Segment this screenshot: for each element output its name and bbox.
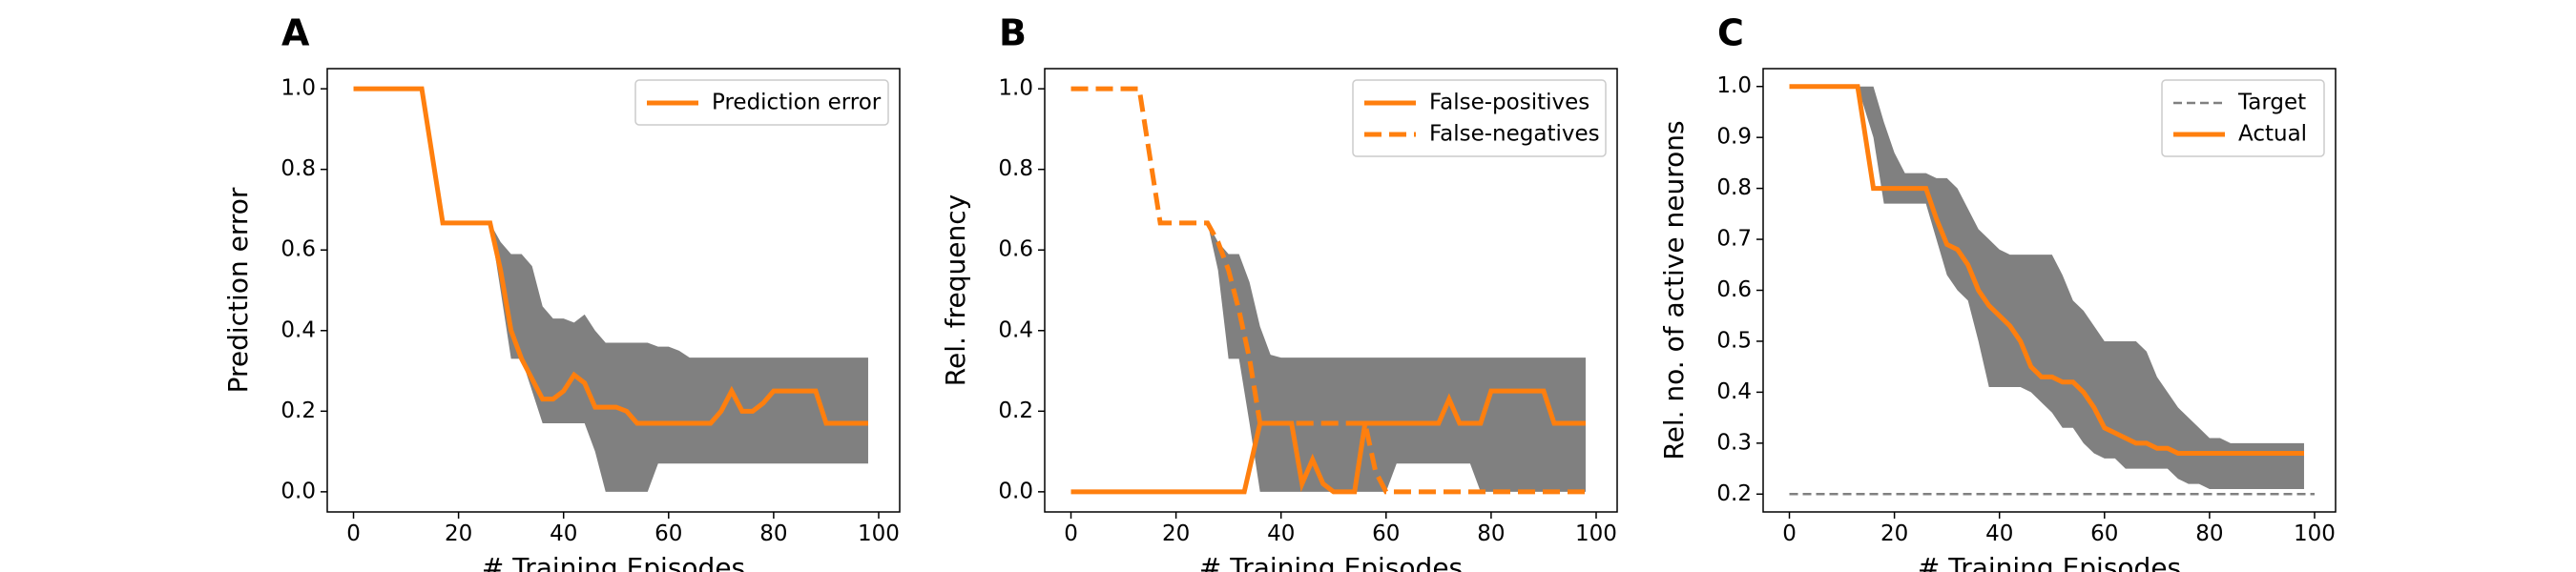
x-axis-label: # Training Episodes [482,552,745,572]
y-tick-label: 0.4 [998,317,1033,342]
x-tick-label: 60 [2090,521,2118,546]
panel-a: A 0 20 40 60 80 100 0.0 0.2 0.4 0.6 0.8 1.0 # Trainin… [222,12,901,572]
panel-b: B 0 20 40 60 80 100 0.0 0.2 0.4 0.6 0.8 1.0 # Trainin… [940,12,1618,572]
x-tick-label: 0 [1064,521,1078,546]
plot-area [1070,86,1586,495]
y-tick-label: 0.4 [280,317,316,342]
legend-label: Actual [2238,122,2307,147]
confidence-band [489,222,868,492]
x-tick-label: 40 [550,521,577,546]
axes-frame [1044,68,1618,513]
y-axis-label: Rel. frequency [940,194,971,386]
plot-area [1789,84,2315,496]
legend: Target Actual [2161,79,2325,157]
legend-label: False-positives [1429,91,1589,115]
legend: False-positives False-negatives [1352,79,1607,157]
series-line-prediction-error [353,86,868,426]
y-tick-label: 0.7 [1716,227,1752,252]
y-tick-label: 0.8 [998,156,1033,181]
x-tick-label: 60 [654,521,682,546]
x-tick-label: 100 [1575,521,1617,546]
y-tick-label: 0.9 [1716,125,1752,150]
y-tick-label: 0.5 [1716,328,1752,353]
x-axis-label: # Training Episodes [1918,552,2181,572]
x-tick-label: 80 [1477,521,1505,546]
y-tick-label: 1.0 [1716,73,1752,98]
y-tick-label: 0.4 [1716,379,1752,404]
y-tick-label: 0.2 [280,398,316,423]
x-tick-label: 60 [1372,521,1400,546]
series-line-actual [1789,84,2304,457]
confidence-band [1858,86,2304,489]
y-tick-label: 0.8 [280,156,316,181]
legend-box [634,79,889,126]
y-tick-label: 1.0 [280,76,316,101]
panel-label: B [999,12,1027,54]
y-tick-label: 0.6 [280,237,316,262]
x-tick-label: 100 [2294,521,2336,546]
x-tick-label: 100 [858,521,900,546]
plot-area [353,86,868,492]
x-tick-label: 20 [445,521,472,546]
legend-label: False-negatives [1429,122,1600,147]
legend: Prediction error [634,79,889,126]
x-tick-label: 0 [1782,521,1797,546]
y-axis-label: Prediction error [222,187,254,393]
y-tick-label: 1.0 [998,76,1033,101]
y-tick-label: 0.8 [1716,175,1752,200]
legend-box [2161,79,2325,157]
y-axis-label: Rel. no. of active neurons [1658,120,1690,460]
panel-label: C [1717,12,1744,54]
x-tick-label: 80 [2195,521,2223,546]
legend-label: Prediction error [712,91,882,115]
x-tick-label: 40 [1267,521,1295,546]
axes-frame [326,68,901,513]
x-tick-label: 40 [1985,521,2013,546]
legend-label: Target [2237,91,2306,115]
y-tick-label: 0.6 [1716,277,1752,302]
confidence-band [1207,222,1586,492]
y-tick-label: 0.0 [280,479,316,503]
x-tick-label: 80 [759,521,787,546]
y-tick-label: 0.2 [998,398,1033,423]
legend-box [1352,79,1607,157]
x-tick-label: 20 [1880,521,1908,546]
y-tick-label: 0.0 [998,479,1033,503]
panel-label: A [281,12,310,54]
x-axis-label: # Training Episodes [1199,552,1463,572]
series-line-false-positives [1070,388,1586,495]
panel-c: C 0 20 40 60 80 100 0.2 0.3 0.4 0.5 0.6 0.7 0.8 0.9 1.0… [1658,12,2337,572]
x-tick-label: 20 [1162,521,1190,546]
y-tick-label: 0.2 [1716,481,1752,506]
x-tick-label: 0 [346,521,361,546]
y-tick-label: 0.6 [998,237,1033,262]
y-tick-label: 0.3 [1716,430,1752,455]
